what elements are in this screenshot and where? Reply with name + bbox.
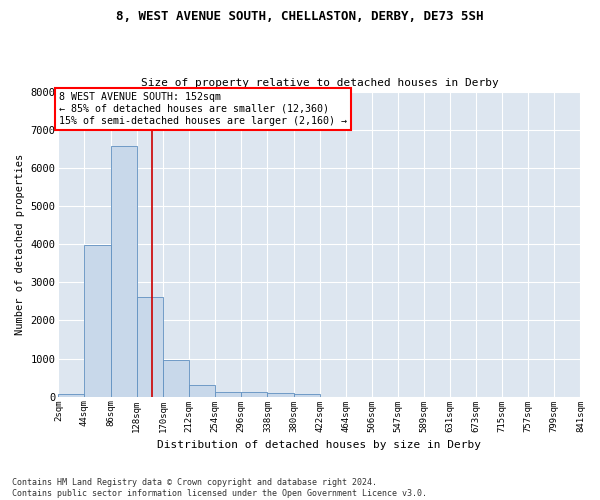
Text: 8 WEST AVENUE SOUTH: 152sqm
← 85% of detached houses are smaller (12,360)
15% of: 8 WEST AVENUE SOUTH: 152sqm ← 85% of det… (59, 92, 347, 126)
Bar (163, 360, 189, 397)
Bar (241, 392, 268, 396)
Text: Contains HM Land Registry data © Crown copyright and database right 2024.
Contai: Contains HM Land Registry data © Crown c… (12, 478, 427, 498)
Title: Size of property relative to detached houses in Derby: Size of property relative to detached ho… (140, 78, 498, 88)
Bar (137, 296, 163, 396)
Y-axis label: Number of detached properties: Number of detached properties (15, 154, 25, 334)
Bar (110, 146, 137, 396)
Bar (293, 394, 320, 396)
Text: 8, WEST AVENUE SOUTH, CHELLASTON, DERBY, DE73 5SH: 8, WEST AVENUE SOUTH, CHELLASTON, DERBY,… (116, 10, 484, 23)
Bar (85, 245, 110, 396)
Bar (215, 392, 241, 396)
Bar (268, 393, 293, 396)
Bar (58, 394, 85, 396)
X-axis label: Distribution of detached houses by size in Derby: Distribution of detached houses by size … (157, 440, 481, 450)
Bar (189, 385, 215, 396)
